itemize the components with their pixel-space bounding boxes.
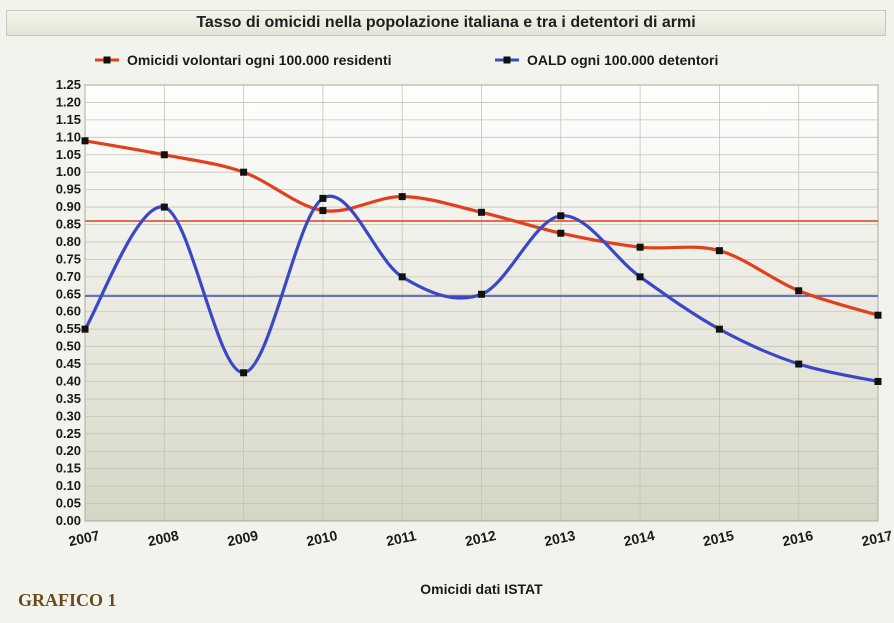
y-tick-label: 0.20: [56, 443, 81, 458]
data-point: [636, 243, 644, 251]
y-tick-label: 0.00: [56, 513, 81, 528]
x-tick-label: 2014: [622, 527, 656, 549]
y-tick-label: 0.45: [56, 356, 81, 371]
data-point: [478, 290, 485, 298]
x-tick-label: 2013: [543, 527, 577, 549]
y-tick-label: 1.20: [56, 94, 81, 109]
y-tick-label: 1.05: [56, 147, 81, 162]
x-tick-label: 2016: [781, 527, 815, 549]
legend-label: Omicidi volontari ogni 100.000 residenti: [127, 52, 392, 68]
x-tick-label: 2017: [860, 527, 894, 549]
data-point: [319, 194, 327, 202]
y-tick-label: 0.70: [56, 269, 81, 284]
y-tick-label: 0.85: [56, 217, 81, 232]
y-tick-label: 0.05: [56, 496, 81, 511]
y-tick-label: 0.65: [56, 286, 81, 301]
y-tick-label: 1.15: [56, 112, 81, 127]
data-point: [240, 168, 248, 176]
x-tick-label: 2009: [226, 527, 260, 549]
legend-marker: [503, 56, 511, 64]
data-point: [160, 203, 168, 211]
x-tick-label: 2008: [146, 527, 180, 549]
data-point: [874, 311, 882, 319]
data-point: [160, 151, 168, 159]
y-tick-label: 0.15: [56, 461, 81, 476]
data-point: [557, 229, 565, 237]
y-tick-label: 0.30: [56, 408, 81, 423]
data-point: [81, 137, 89, 145]
y-tick-label: 1.10: [56, 129, 81, 144]
data-point: [874, 377, 882, 385]
data-point: [795, 360, 803, 368]
legend-marker: [103, 56, 111, 64]
data-point: [636, 273, 644, 281]
data-point: [795, 287, 803, 295]
x-axis-title: Omicidi dati ISTAT: [420, 581, 543, 597]
x-tick-label: 2007: [67, 527, 101, 549]
y-tick-label: 0.60: [56, 304, 81, 319]
y-tick-label: 0.95: [56, 182, 81, 197]
y-tick-label: 0.55: [56, 321, 81, 336]
y-tick-label: 0.40: [56, 373, 81, 388]
data-point: [715, 247, 723, 255]
data-point: [715, 325, 723, 333]
y-tick-label: 1.00: [56, 164, 81, 179]
data-point: [398, 193, 406, 201]
x-tick-label: 2011: [385, 527, 418, 549]
chart-title: Tasso di omicidi nella popolazione itali…: [6, 10, 886, 36]
x-tick-label: 2015: [701, 527, 735, 549]
figure-caption: GRAFICO 1: [18, 590, 117, 610]
legend-label: OALD ogni 100.000 detentori: [527, 52, 718, 68]
y-tick-label: 0.80: [56, 234, 81, 249]
y-tick-label: 0.35: [56, 391, 81, 406]
y-tick-label: 0.75: [56, 251, 81, 266]
x-tick-label: 2012: [464, 527, 498, 549]
data-point: [398, 273, 406, 281]
y-tick-label: 1.25: [56, 77, 81, 92]
data-point: [319, 207, 327, 215]
y-tick-label: 0.10: [56, 478, 81, 493]
y-tick-label: 0.90: [56, 199, 81, 214]
data-point: [557, 212, 565, 220]
data-point: [478, 208, 485, 216]
x-tick-label: 2010: [305, 527, 339, 549]
y-tick-label: 0.25: [56, 426, 81, 441]
data-point: [240, 369, 248, 377]
data-point: [81, 325, 89, 333]
y-tick-label: 0.50: [56, 339, 81, 354]
